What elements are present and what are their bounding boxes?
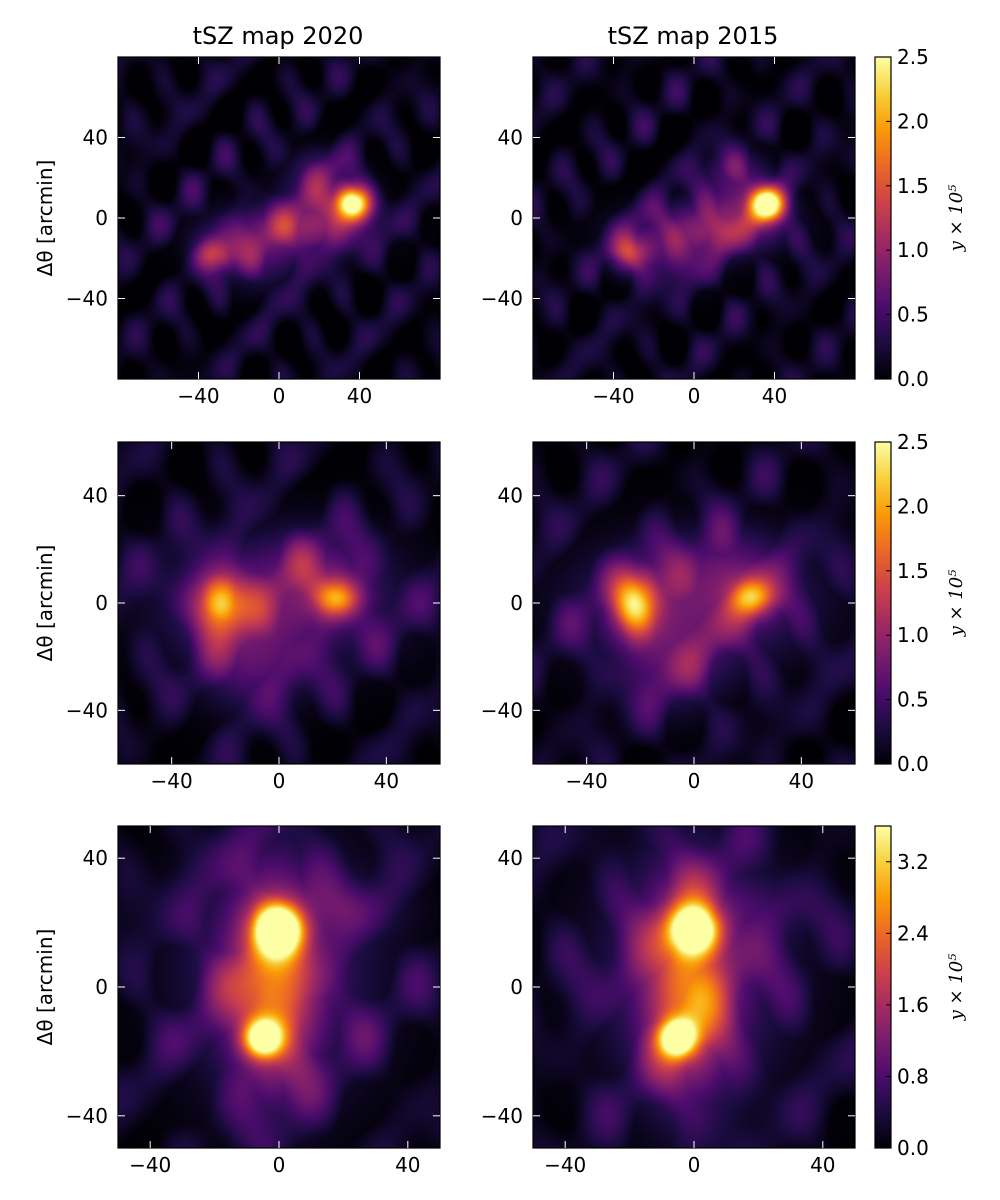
colorbar-label: y × 10⁵ bbox=[946, 954, 967, 1022]
x-tick-label: −40 bbox=[544, 1153, 586, 1177]
x-tick-label: 0 bbox=[273, 769, 286, 793]
column-title-2020: tSZ map 2020 bbox=[193, 22, 364, 50]
y-tick-label: 40 bbox=[83, 846, 108, 870]
colorbar-tick-label: 0.5 bbox=[897, 303, 929, 327]
ylabel-row-1: Δθ [arcmin] bbox=[33, 160, 57, 277]
x-tick-label: 0 bbox=[273, 1153, 286, 1177]
x-tick-label: −40 bbox=[592, 384, 634, 408]
colorbar-fill bbox=[874, 825, 892, 1149]
colorbar-label: y × 10⁵ bbox=[946, 185, 967, 253]
colorbar-row-2: 0.0 0.5 1.0 1.5 2.0 2.5 y × 10⁵ bbox=[874, 430, 967, 776]
colorbar-row-3: 0.0 0.8 1.6 2.4 3.2 y × 10⁵ bbox=[874, 825, 967, 1160]
y-tick-label: −40 bbox=[481, 287, 523, 311]
colorbar-tick-label: 0.5 bbox=[897, 688, 929, 712]
heatmap-image bbox=[118, 826, 440, 1148]
heatmap-image bbox=[533, 57, 855, 379]
colorbar-tick-label: 0.0 bbox=[897, 1136, 929, 1160]
x-tick-label: 40 bbox=[810, 1153, 835, 1177]
colorbar-tick-label: 1.5 bbox=[897, 559, 929, 583]
colorbar-tick-label: 1.0 bbox=[897, 623, 929, 647]
x-tick-label: 0 bbox=[273, 384, 286, 408]
x-tick-label: 0 bbox=[688, 384, 701, 408]
panel-row2-2015: −40 0 40 −40 0 40 bbox=[481, 441, 856, 793]
x-tick-label: 40 bbox=[789, 769, 814, 793]
panel-row1-2020: −40 0 40 −40 0 40 bbox=[66, 56, 441, 408]
x-tick-label: −40 bbox=[129, 1153, 171, 1177]
y-tick-label: 0 bbox=[95, 591, 108, 615]
colorbar-fill bbox=[874, 441, 892, 765]
y-tick-label: 40 bbox=[498, 126, 523, 150]
heatmap-image bbox=[533, 442, 855, 764]
x-tick-label: 40 bbox=[374, 769, 399, 793]
y-tick-label: 40 bbox=[498, 484, 523, 508]
ylabel-row-3: Δθ [arcmin] bbox=[33, 929, 57, 1046]
y-tick-label: 0 bbox=[510, 206, 523, 230]
x-tick-label: 0 bbox=[688, 769, 701, 793]
x-tick-label: −40 bbox=[151, 769, 193, 793]
colorbar-row-1: 0.0 0.5 1.0 1.5 2.0 2.5 y × 10⁵ bbox=[874, 45, 967, 391]
y-tick-label: −40 bbox=[66, 1104, 108, 1128]
y-tick-label: 0 bbox=[95, 975, 108, 999]
colorbar-tick-label: 2.4 bbox=[897, 921, 929, 945]
panel-row2-2020: −40 0 40 −40 0 40 bbox=[66, 441, 441, 793]
colorbar-tick-label: 2.0 bbox=[897, 494, 929, 518]
ylabel-row-2: Δθ [arcmin] bbox=[33, 545, 57, 662]
colorbar-tick-label: 0.0 bbox=[897, 752, 929, 776]
panel-row3-2015: −40 0 40 −40 0 40 bbox=[481, 825, 856, 1177]
colorbar-tick-label: 2.5 bbox=[897, 45, 929, 69]
column-title-2015: tSZ map 2015 bbox=[608, 22, 779, 50]
y-tick-label: −40 bbox=[66, 698, 108, 722]
colorbar-tick-label: 1.0 bbox=[897, 238, 929, 262]
x-tick-label: 40 bbox=[762, 384, 787, 408]
x-tick-label: 40 bbox=[347, 384, 372, 408]
colorbar-tick-label: 0.8 bbox=[897, 1064, 929, 1088]
y-tick-label: 0 bbox=[95, 206, 108, 230]
colorbar-fill bbox=[874, 56, 892, 380]
y-tick-label: −40 bbox=[481, 1104, 523, 1128]
colorbar-tick-label: 0.0 bbox=[897, 367, 929, 391]
y-tick-label: 0 bbox=[510, 975, 523, 999]
x-tick-label: −40 bbox=[177, 384, 219, 408]
panel-row3-2020: −40 0 40 −40 0 40 bbox=[66, 825, 441, 1177]
y-tick-label: 40 bbox=[83, 484, 108, 508]
x-tick-label: −40 bbox=[566, 769, 608, 793]
colorbar-tick-label: 3.2 bbox=[897, 850, 929, 874]
y-tick-label: 0 bbox=[510, 591, 523, 615]
colorbar-tick-label: 1.6 bbox=[897, 993, 929, 1017]
y-tick-label: 40 bbox=[83, 126, 108, 150]
x-tick-label: 40 bbox=[395, 1153, 420, 1177]
y-tick-label: −40 bbox=[66, 287, 108, 311]
colorbar-label: y × 10⁵ bbox=[946, 570, 967, 638]
colorbar-tick-label: 2.5 bbox=[897, 430, 929, 454]
heatmap-image bbox=[118, 57, 440, 379]
panel-row1-2015: −40 0 40 −40 0 40 bbox=[481, 56, 856, 408]
heatmap-image bbox=[533, 826, 855, 1148]
x-tick-label: 0 bbox=[688, 1153, 701, 1177]
colorbar-tick-label: 2.0 bbox=[897, 109, 929, 133]
heatmap-image bbox=[118, 442, 440, 764]
y-tick-label: 40 bbox=[498, 846, 523, 870]
colorbar-tick-label: 1.5 bbox=[897, 174, 929, 198]
y-tick-label: −40 bbox=[481, 698, 523, 722]
